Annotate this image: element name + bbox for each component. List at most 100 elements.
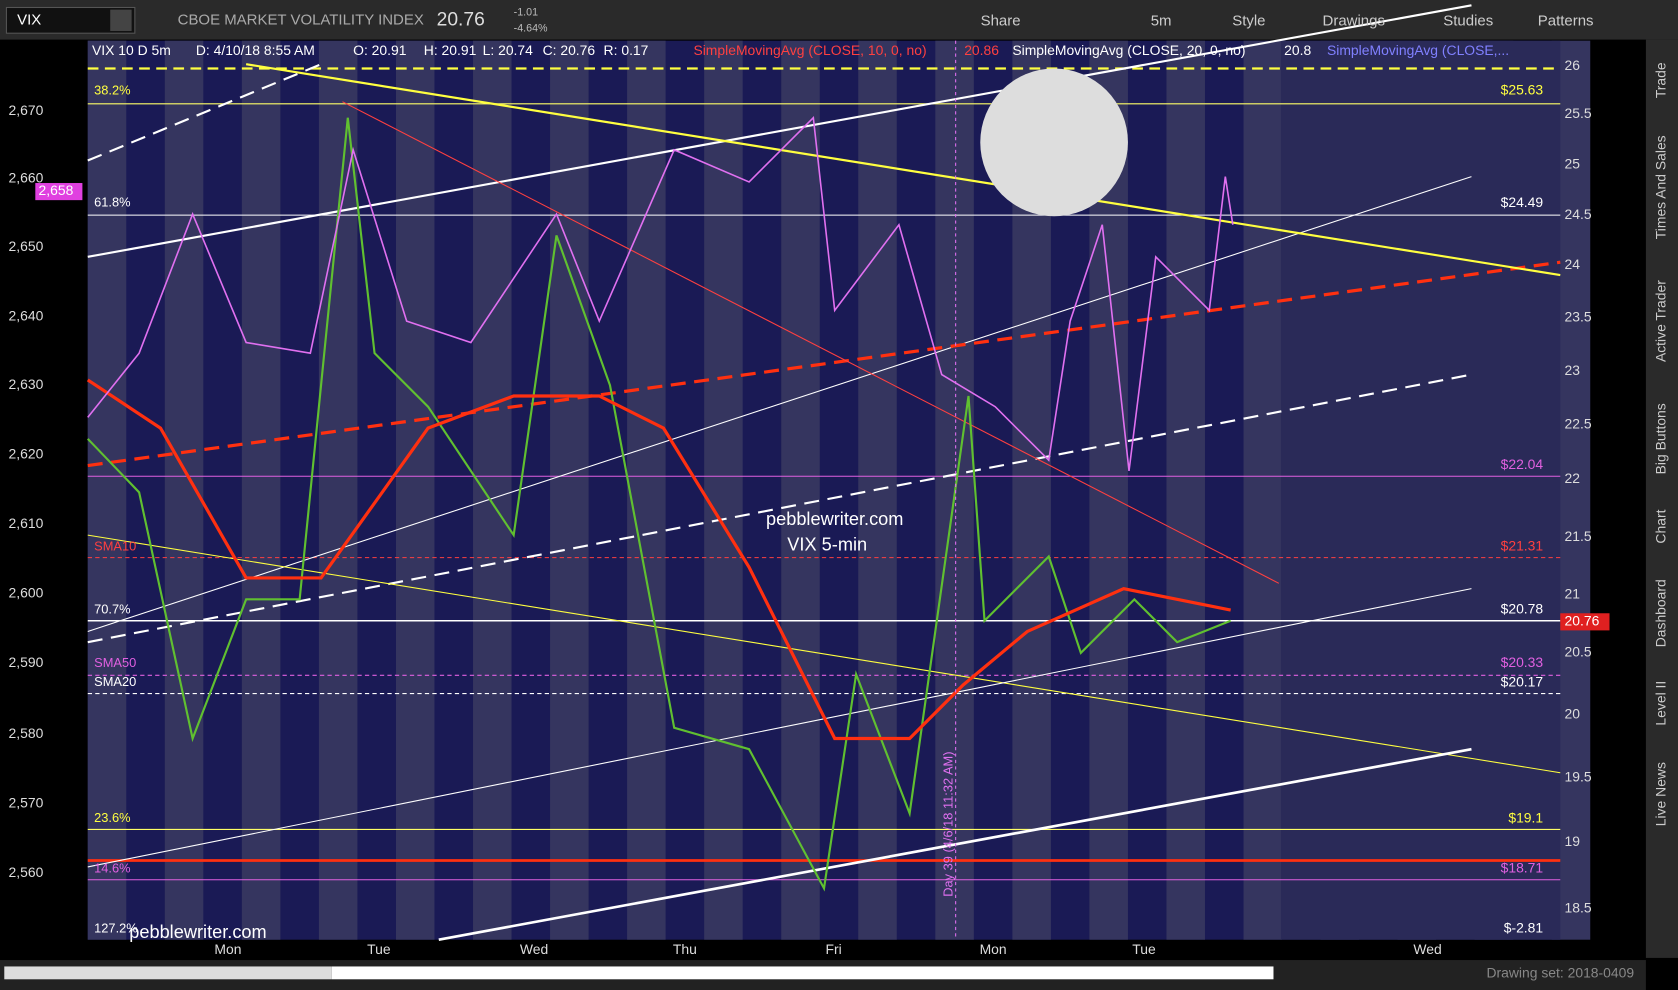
trend-line — [87, 4, 1472, 258]
instrument-title: CBOE MARKET VOLATILITY INDEX — [178, 11, 424, 28]
sidebar — [1645, 39, 1678, 958]
day-label: Tue — [1132, 941, 1156, 957]
session-band — [395, 40, 435, 940]
level-price: $-2.81 — [1504, 920, 1544, 936]
sidebar-tab[interactable]: Active Trader — [1653, 280, 1669, 362]
right-axis-label: 18.5 — [1565, 899, 1592, 915]
level-price: $24.49 — [1501, 194, 1544, 210]
info-item: C: 20.76 — [543, 42, 596, 58]
vix-line — [87, 115, 1234, 472]
level-price: $19.1 — [1508, 809, 1543, 825]
session-band — [473, 40, 512, 940]
symbol-dropdown[interactable] — [110, 9, 132, 32]
session-band — [550, 40, 589, 940]
right-axis-label: 23.5 — [1565, 309, 1592, 325]
level-price: $20.33 — [1501, 654, 1544, 670]
symbol: VIX — [17, 11, 41, 28]
info-item: D: 4/10/18 8:55 AM — [196, 42, 315, 58]
drawing-set: Drawing set: 2018-0409 — [1486, 965, 1634, 981]
sidebar-tab[interactable]: Times And Sales — [1653, 135, 1669, 239]
toolbar-button[interactable]: Drawings — [1323, 12, 1385, 29]
level-price: $20.78 — [1501, 601, 1544, 617]
info-item: VIX 10 D 5m — [92, 42, 171, 58]
trend-line — [87, 260, 1561, 468]
scrollbar-thumb[interactable] — [4, 966, 332, 980]
scrollbar-track[interactable] — [331, 966, 1274, 980]
session-band — [1243, 40, 1283, 940]
info-item: 20.86 — [964, 42, 999, 58]
trend-line — [342, 101, 1280, 584]
right-axis-label: 24 — [1565, 256, 1581, 272]
right-highlight: 20.76 — [1565, 612, 1600, 628]
trend-line — [245, 63, 1561, 277]
left-axis-label: 2,650 — [9, 238, 44, 254]
toolbar-button[interactable]: 5m — [1151, 12, 1172, 29]
level-label: 23.6% — [94, 810, 130, 825]
left-axis-label: 2,660 — [9, 169, 44, 185]
right-axis-label: 25.5 — [1565, 105, 1592, 121]
left-axis-label: 2,640 — [9, 307, 44, 323]
right-axis-label: 20.5 — [1565, 644, 1592, 660]
session-band — [781, 40, 820, 940]
trend-line — [87, 588, 1472, 868]
toolbar-button[interactable]: Studies — [1443, 12, 1493, 29]
level-price: $25.63 — [1501, 82, 1544, 98]
session-band — [241, 40, 281, 940]
left-axis-label: 2,670 — [9, 102, 44, 118]
level-price: $22.04 — [1501, 456, 1544, 472]
toolbar-button[interactable]: Share — [981, 12, 1021, 29]
trend-line — [87, 63, 322, 162]
level-label: 38.2% — [94, 82, 130, 97]
session-band — [87, 40, 127, 940]
right-axis-label: 23 — [1565, 362, 1581, 378]
left-axis-label: 2,580 — [9, 725, 44, 741]
session-band — [318, 40, 358, 940]
right-axis-label: 22.5 — [1565, 416, 1592, 432]
left-highlight: 2,658 — [39, 182, 74, 198]
right-axis-label: 19 — [1565, 833, 1581, 849]
right-axis-label: 24.5 — [1565, 206, 1592, 222]
chart-area — [86, 4, 1591, 942]
moving-average — [86, 378, 1231, 741]
sidebar-tab[interactable]: Chart — [1653, 509, 1669, 543]
left-axis-label: 2,570 — [9, 794, 44, 810]
left-axis-label: 2,560 — [9, 864, 44, 880]
session-band — [1166, 40, 1205, 940]
trend-line — [87, 176, 1472, 632]
toolbar-button[interactable]: Patterns — [1538, 12, 1594, 29]
day-label: Tue — [367, 941, 391, 957]
last-price: 20.76 — [437, 9, 485, 30]
day-label: Thu — [673, 941, 697, 957]
sidebar-tab[interactable]: Trade — [1653, 62, 1669, 98]
left-axis-label: 2,610 — [9, 515, 44, 531]
level-label: 14.6% — [94, 860, 130, 875]
day-label: Mon — [214, 941, 241, 957]
level-label: 61.8% — [94, 195, 130, 210]
trend-line — [87, 534, 1561, 774]
session-band — [704, 40, 743, 940]
sidebar-tab[interactable]: Big Buttons — [1653, 403, 1669, 474]
right-highlight-box — [1560, 613, 1610, 631]
change: -1.01 — [514, 7, 538, 19]
right-axis-label: 20 — [1565, 706, 1581, 722]
price-line — [86, 117, 1232, 892]
level-price: $18.71 — [1501, 860, 1544, 876]
right-axis-label: 22 — [1565, 470, 1581, 486]
left-axis-label: 2,630 — [9, 376, 44, 392]
level-label: 70.7% — [94, 601, 130, 616]
right-axis-label: 26 — [1565, 57, 1581, 73]
left-axis-label: 2,620 — [9, 446, 44, 462]
info-item: L: 20.74 — [483, 42, 534, 58]
right-axis-label: 21.5 — [1565, 528, 1592, 544]
toolbar-button[interactable]: Style — [1232, 12, 1265, 29]
info-item: SimpleMovingAvg (CLOSE, 10, 0, no) — [693, 42, 926, 58]
info-item: R: 0.17 — [604, 42, 649, 58]
sidebar-tab[interactable]: Live News — [1653, 762, 1669, 826]
sidebar-tab[interactable]: Level II — [1653, 681, 1669, 726]
info-item: SimpleMovingAvg (CLOSE,... — [1327, 42, 1509, 58]
info-item: SimpleMovingAvg (CLOSE, 20, 0, no) — [1012, 42, 1245, 58]
sidebar-tab[interactable]: Dashboard — [1653, 579, 1669, 647]
day-label: Wed — [1413, 941, 1441, 957]
